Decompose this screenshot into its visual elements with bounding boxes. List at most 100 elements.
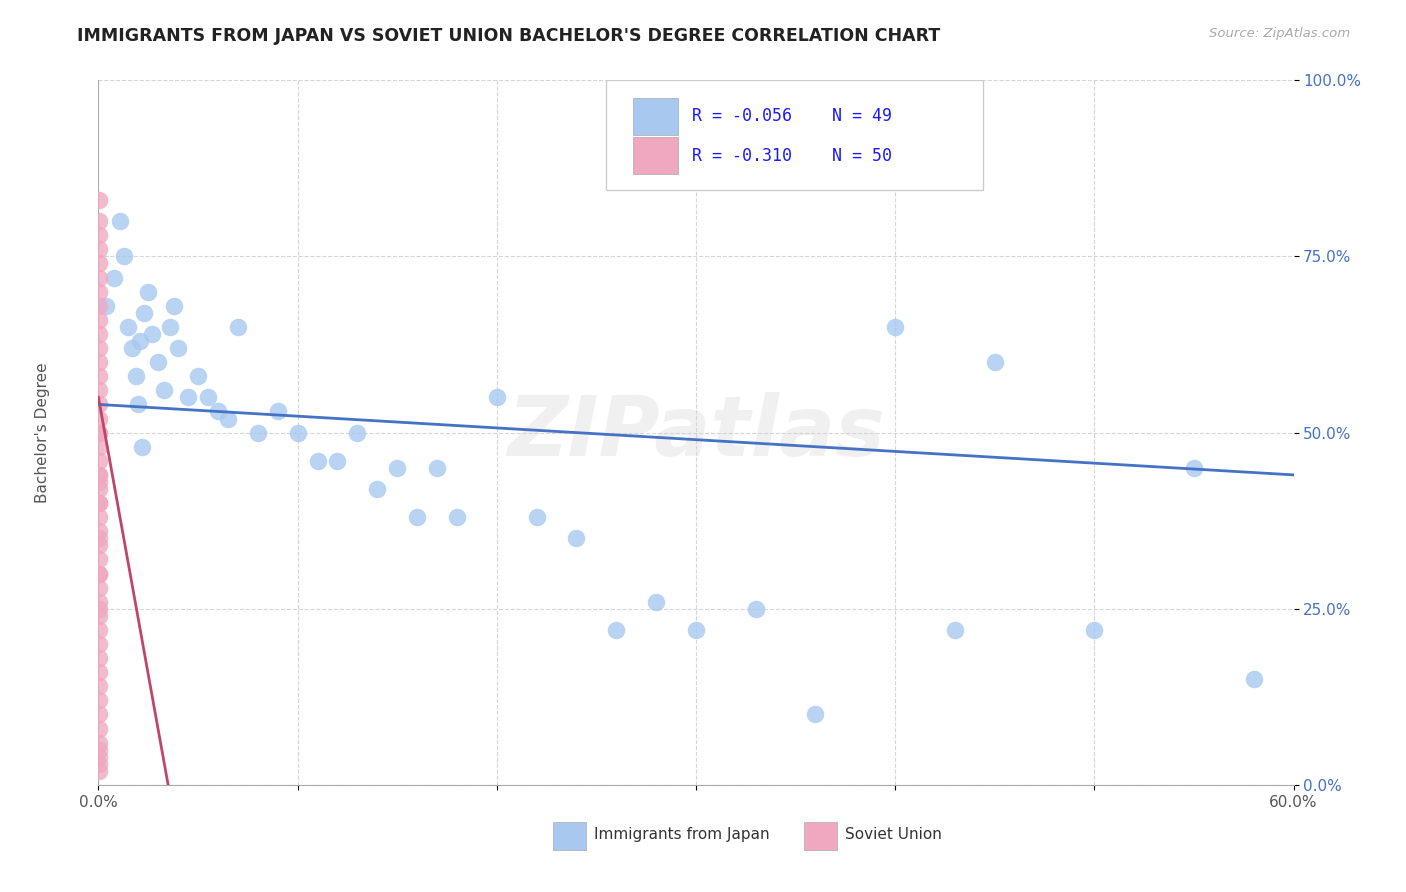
Point: [127, 397, 149, 411]
Point: [89, 679, 111, 693]
Point: [136, 285, 159, 299]
Point: [1182, 460, 1205, 475]
Point: [89, 552, 111, 566]
Point: [89, 326, 111, 341]
Bar: [633, 98, 678, 135]
Point: [89, 665, 111, 680]
Text: Immigrants from Japan: Immigrants from Japan: [595, 827, 770, 842]
Point: [89, 425, 111, 440]
Point: [89, 651, 111, 665]
Point: [89, 532, 111, 546]
Point: [943, 623, 966, 637]
Text: IMMIGRANTS FROM JAPAN VS SOVIET UNION BACHELOR'S DEGREE CORRELATION CHART: IMMIGRANTS FROM JAPAN VS SOVIET UNION BA…: [77, 27, 941, 45]
Point: [89, 601, 111, 615]
Point: [89, 228, 111, 243]
Point: [89, 369, 111, 384]
Bar: [633, 137, 678, 174]
Point: [645, 595, 668, 609]
Point: [326, 454, 349, 468]
Point: [89, 313, 111, 327]
Point: [89, 411, 111, 425]
Point: [485, 391, 508, 405]
Point: [129, 334, 152, 348]
Point: [89, 425, 111, 440]
Point: [385, 460, 409, 475]
Point: [89, 608, 111, 623]
Point: [246, 425, 269, 440]
Point: [89, 384, 111, 398]
Point: [89, 538, 111, 552]
Point: [89, 756, 111, 771]
Point: [89, 285, 111, 299]
Point: [89, 722, 111, 736]
Point: [89, 482, 111, 496]
Point: [89, 355, 111, 369]
Text: R = -0.056    N = 49: R = -0.056 N = 49: [692, 107, 893, 125]
Point: [89, 243, 111, 257]
Point: [426, 460, 449, 475]
Point: [153, 384, 176, 398]
Bar: [553, 822, 586, 850]
Point: [804, 707, 827, 722]
Point: [89, 736, 111, 750]
Point: [187, 369, 209, 384]
Point: [167, 341, 190, 355]
Point: [884, 319, 907, 334]
Text: R = -0.310    N = 50: R = -0.310 N = 50: [692, 146, 893, 165]
Point: [125, 369, 148, 384]
Point: [89, 475, 111, 489]
Point: [89, 637, 111, 651]
Point: [89, 510, 111, 524]
Point: [346, 425, 368, 440]
Point: [89, 693, 111, 707]
Text: ZIPatlas: ZIPatlas: [508, 392, 884, 473]
Point: [103, 270, 125, 285]
Text: Source: ZipAtlas.com: Source: ZipAtlas.com: [1209, 27, 1350, 40]
Y-axis label: Bachelor's Degree: Bachelor's Degree: [35, 362, 49, 503]
Point: [141, 326, 163, 341]
Point: [177, 391, 200, 405]
Point: [89, 214, 111, 228]
Point: [406, 510, 429, 524]
Point: [89, 623, 111, 637]
Bar: [804, 822, 837, 850]
Point: [207, 404, 229, 418]
Point: [89, 496, 111, 510]
Point: [112, 249, 135, 264]
Point: [307, 454, 329, 468]
Point: [89, 256, 111, 270]
Point: [89, 566, 111, 581]
Point: [89, 454, 111, 468]
Point: [197, 391, 219, 405]
Point: [89, 764, 111, 778]
Point: [89, 595, 111, 609]
Point: [446, 510, 468, 524]
Point: [89, 749, 111, 764]
Point: [121, 341, 143, 355]
Point: [287, 425, 309, 440]
Point: [89, 299, 111, 313]
Point: [110, 214, 132, 228]
Point: [89, 496, 111, 510]
Point: [89, 524, 111, 539]
Point: [89, 467, 111, 482]
Point: [685, 623, 707, 637]
Point: [159, 319, 181, 334]
Point: [134, 306, 156, 320]
Point: [89, 397, 111, 411]
Point: [1083, 623, 1105, 637]
Point: [217, 411, 239, 425]
Point: [267, 404, 290, 418]
Point: [89, 270, 111, 285]
Point: [1243, 673, 1265, 687]
Point: [117, 319, 139, 334]
Point: [89, 707, 111, 722]
Point: [89, 467, 111, 482]
Point: [96, 299, 118, 313]
Point: [163, 299, 186, 313]
Point: [526, 510, 548, 524]
Point: [605, 623, 627, 637]
Point: [89, 193, 111, 207]
FancyBboxPatch shape: [606, 80, 983, 189]
Point: [89, 566, 111, 581]
